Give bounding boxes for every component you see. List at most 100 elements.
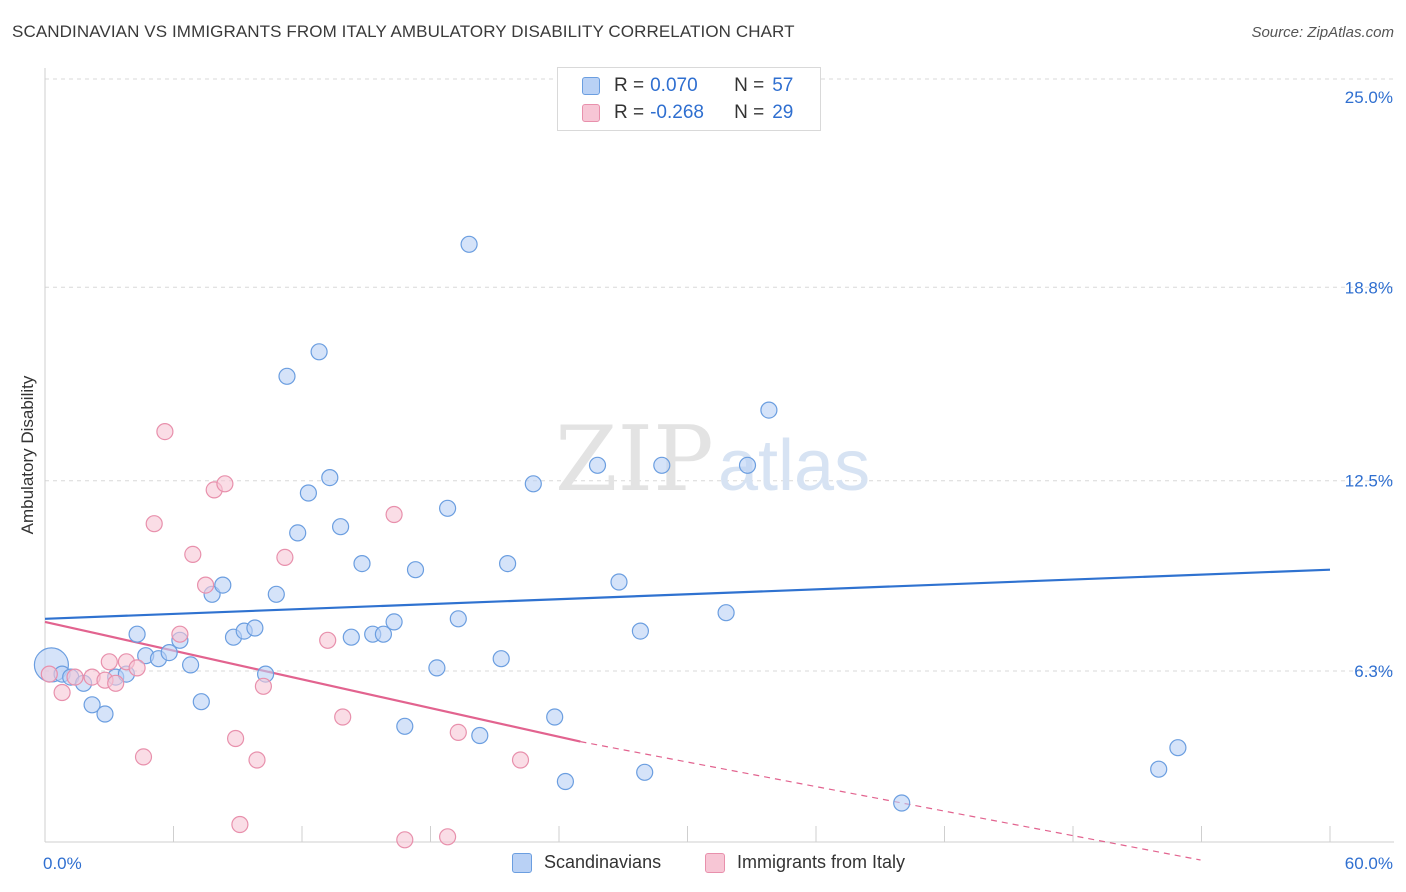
scandinavian-point — [546, 708, 564, 726]
scandinavian-point — [214, 576, 232, 594]
italy-point — [439, 828, 457, 846]
italy-point — [134, 748, 153, 766]
italy-point — [254, 677, 272, 695]
italy-point — [319, 631, 337, 649]
italy-point — [227, 729, 245, 748]
x-tick-label: 60.0% — [1345, 854, 1393, 873]
italy-point — [40, 665, 58, 683]
scandinavian-point — [1150, 760, 1168, 778]
scandinavian-point — [385, 613, 403, 631]
italy-point — [128, 659, 146, 677]
axes — [44, 68, 1394, 843]
scandinavian-point — [1169, 739, 1187, 757]
legend-item-italy[interactable]: Immigrants from Italy — [705, 852, 905, 873]
n-label: N = — [734, 75, 765, 96]
scandinavian-point — [83, 696, 101, 714]
legend-label: Immigrants from Italy — [737, 852, 906, 872]
legend-swatch-blue — [582, 77, 600, 95]
italy-point — [385, 505, 403, 524]
italy-point — [231, 815, 249, 834]
italy-point — [171, 625, 189, 643]
scandinavian-point — [471, 726, 489, 745]
scandinavian-point — [332, 518, 350, 536]
italy-point — [197, 576, 215, 594]
legend-label: Scandinavians — [544, 852, 662, 872]
y-tick-label: 12.5% — [1345, 472, 1393, 491]
series-legend: Scandinavians Immigrants from Italy — [0, 852, 1406, 876]
scandinavian-point — [96, 705, 114, 723]
italy-point — [184, 545, 202, 564]
italy-point — [216, 475, 234, 493]
scandinavian-point — [299, 484, 317, 502]
italy-point — [107, 674, 125, 692]
scandinavian-point — [246, 619, 264, 637]
italy-point — [334, 708, 352, 726]
y-tick-label: 6.3% — [1354, 662, 1393, 681]
legend-row-scandinavians: R = 0.070 N = 57 — [582, 74, 793, 98]
italy-point — [276, 548, 294, 567]
scandinavian-point — [289, 524, 307, 542]
source-credit: Source: ZipAtlas.com — [1251, 24, 1394, 41]
scandinavian-point — [631, 622, 650, 640]
italy-point — [449, 723, 467, 742]
correlation-legend: R = 0.070 N = 57 R = -0.268 N = 29 — [557, 67, 821, 131]
scandinavian-point — [160, 643, 178, 662]
scandinavian-trend-line — [44, 568, 1331, 620]
legend-item-scandinavians[interactable]: Scandinavians — [512, 852, 661, 873]
scandinavian-point — [524, 475, 542, 493]
scandinavian-point — [893, 794, 911, 812]
legend-swatch-pink — [705, 852, 725, 873]
scandinavian-point — [760, 401, 778, 419]
scandinavian-point — [499, 554, 517, 573]
italy-point — [248, 751, 266, 769]
scandinavian-point — [321, 469, 339, 487]
scandinavian-point — [310, 343, 328, 361]
scandinavian-point — [396, 717, 414, 735]
r-value: 0.070 — [650, 75, 698, 96]
r-label: R = — [614, 75, 645, 96]
scandinavian-point — [449, 610, 467, 628]
data-points — [33, 106, 1187, 849]
scandinavian-point — [374, 625, 392, 643]
scandinavian-point — [460, 235, 478, 253]
r-value: -0.268 — [650, 102, 704, 123]
watermark-zip: ZIP — [555, 407, 714, 512]
scandinavian-point — [278, 367, 296, 385]
italy-point — [53, 683, 71, 702]
scandinavian-point — [556, 772, 575, 791]
italy-point — [66, 668, 84, 686]
y-tick-label: 18.8% — [1345, 278, 1393, 297]
italy-point — [396, 831, 414, 849]
scandinavian-point — [182, 656, 200, 674]
scandinavian-point — [653, 456, 671, 474]
n-label: N = — [734, 102, 765, 123]
scandinavian-point — [588, 456, 607, 474]
legend-swatch-pink — [582, 104, 600, 122]
chart-title: SCANDINAVIAN VS IMMIGRANTS FROM ITALY AM… — [12, 22, 795, 41]
n-value: 29 — [772, 102, 794, 123]
italy-point — [156, 423, 174, 441]
scandinavian-point — [406, 561, 425, 579]
legend-row-italy: R = -0.268 N = 29 — [582, 101, 793, 125]
tick-labels: 6.3% 12.5% 18.8% 25.0% 0.0% 60.0% — [43, 88, 1393, 873]
scandinavian-point — [267, 585, 285, 603]
scandinavian-point — [738, 456, 757, 474]
scandinavian-point — [492, 650, 510, 668]
scandinavian-point — [636, 763, 654, 781]
y-tick-label: 25.0% — [1345, 88, 1393, 107]
r-label: R = — [614, 102, 645, 123]
scandinavian-point — [610, 573, 628, 591]
n-value: 57 — [772, 75, 794, 96]
italy-point — [100, 653, 118, 671]
watermark: ZIP atlas — [555, 407, 870, 512]
x-tick-label: 0.0% — [43, 854, 82, 873]
scandinavian-point — [128, 625, 146, 643]
legend-swatch-blue — [512, 852, 532, 873]
scandinavian-point — [192, 693, 210, 711]
italy-point — [511, 751, 530, 769]
scandinavian-point — [353, 554, 371, 573]
italy-point — [145, 515, 163, 533]
scandinavian-point — [342, 628, 360, 646]
gridlines — [45, 78, 1394, 672]
